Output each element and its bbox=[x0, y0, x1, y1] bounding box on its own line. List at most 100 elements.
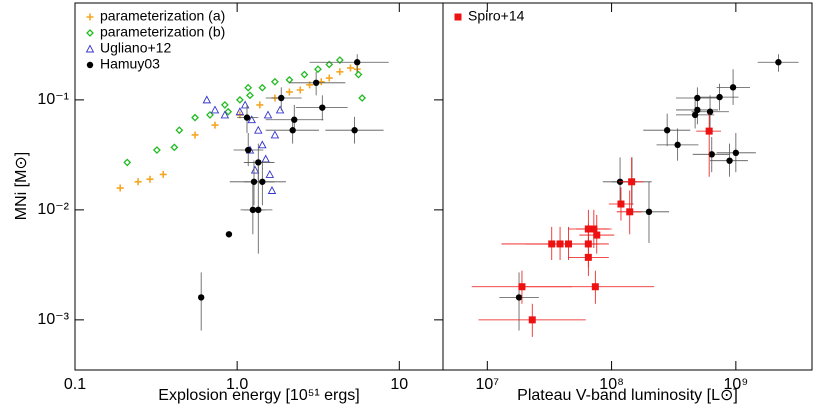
legend-label: Hamuy03 bbox=[100, 56, 160, 72]
marker bbox=[335, 56, 344, 65]
marker bbox=[85, 44, 95, 53]
marker bbox=[159, 170, 167, 178]
marker bbox=[548, 240, 556, 248]
marker bbox=[590, 225, 598, 233]
x-axis-label: Explosion energy [10⁵¹ ergs] bbox=[158, 387, 359, 404]
marker bbox=[584, 253, 592, 261]
marker bbox=[224, 107, 233, 116]
marker bbox=[674, 141, 681, 149]
marker bbox=[245, 146, 252, 154]
marker bbox=[300, 70, 309, 79]
marker bbox=[250, 165, 260, 174]
marker bbox=[170, 143, 179, 152]
marker bbox=[346, 64, 354, 72]
marker bbox=[152, 146, 161, 154]
marker bbox=[628, 178, 636, 186]
marker bbox=[235, 107, 245, 116]
marker bbox=[275, 105, 285, 114]
plot-frame bbox=[442, 2, 813, 371]
plot-area bbox=[116, 54, 389, 331]
marker bbox=[325, 60, 334, 69]
marker bbox=[729, 84, 737, 91]
marker bbox=[244, 83, 253, 92]
marker bbox=[259, 178, 266, 185]
marker bbox=[258, 140, 267, 149]
marker bbox=[312, 79, 320, 86]
marker bbox=[285, 75, 294, 84]
marker bbox=[289, 127, 296, 134]
marker bbox=[116, 184, 124, 192]
marker bbox=[249, 206, 257, 214]
marker bbox=[258, 83, 267, 92]
marker bbox=[191, 131, 199, 139]
marker bbox=[123, 158, 132, 167]
marker bbox=[626, 208, 634, 216]
marker bbox=[319, 104, 326, 111]
marker bbox=[354, 70, 363, 79]
marker bbox=[240, 100, 250, 109]
x-tick-label: 0.1 bbox=[64, 376, 86, 393]
marker bbox=[86, 61, 94, 69]
marker bbox=[210, 105, 220, 114]
marker bbox=[325, 74, 333, 82]
marker bbox=[314, 65, 322, 74]
marker bbox=[255, 159, 262, 166]
marker bbox=[255, 206, 262, 214]
marker bbox=[278, 94, 285, 102]
y-tick-label: 10⁻³ bbox=[37, 311, 69, 328]
plot-area bbox=[471, 54, 799, 337]
marker bbox=[254, 125, 263, 134]
x-tick-label: 10 bbox=[390, 376, 408, 393]
marker bbox=[528, 316, 536, 324]
marker bbox=[564, 240, 572, 248]
marker bbox=[515, 294, 523, 301]
marker bbox=[285, 88, 293, 96]
marker bbox=[256, 101, 264, 109]
legend-label: parameterization (b) bbox=[100, 24, 225, 40]
marker bbox=[86, 29, 94, 37]
legend-label: parameterization (a) bbox=[100, 8, 225, 24]
marker bbox=[706, 108, 714, 115]
legend-label: Spiro+14 bbox=[468, 8, 525, 24]
marker bbox=[454, 13, 462, 21]
marker bbox=[243, 114, 251, 121]
marker bbox=[617, 200, 625, 208]
marker bbox=[694, 106, 701, 114]
marker bbox=[202, 95, 212, 104]
marker bbox=[211, 121, 219, 129]
marker bbox=[197, 294, 205, 301]
marker bbox=[593, 231, 601, 239]
marker bbox=[336, 68, 344, 76]
marker bbox=[235, 95, 244, 104]
marker bbox=[584, 240, 592, 248]
marker bbox=[663, 127, 671, 134]
marker bbox=[694, 94, 701, 102]
marker bbox=[556, 240, 564, 248]
x-tick-label: 10⁹ bbox=[724, 376, 749, 393]
marker bbox=[134, 178, 142, 186]
marker bbox=[691, 111, 699, 119]
marker bbox=[191, 113, 199, 122]
marker bbox=[263, 110, 273, 119]
marker bbox=[220, 100, 229, 109]
marker bbox=[271, 77, 279, 86]
marker bbox=[175, 126, 184, 135]
marker bbox=[591, 283, 599, 291]
marker bbox=[225, 231, 233, 238]
legend-label: Ugliano+12 bbox=[100, 40, 171, 56]
marker bbox=[353, 59, 361, 66]
marker bbox=[645, 208, 653, 216]
marker bbox=[306, 81, 314, 89]
marker bbox=[584, 225, 592, 233]
marker bbox=[86, 13, 94, 21]
y-tick-label: 10⁻² bbox=[37, 201, 69, 218]
marker bbox=[296, 86, 304, 94]
y-axis-label: MNi [M⊙] bbox=[13, 152, 30, 221]
marker bbox=[261, 154, 270, 163]
marker bbox=[146, 175, 154, 183]
marker bbox=[716, 93, 723, 101]
marker bbox=[247, 115, 256, 124]
marker bbox=[732, 149, 740, 157]
marker bbox=[267, 186, 277, 194]
